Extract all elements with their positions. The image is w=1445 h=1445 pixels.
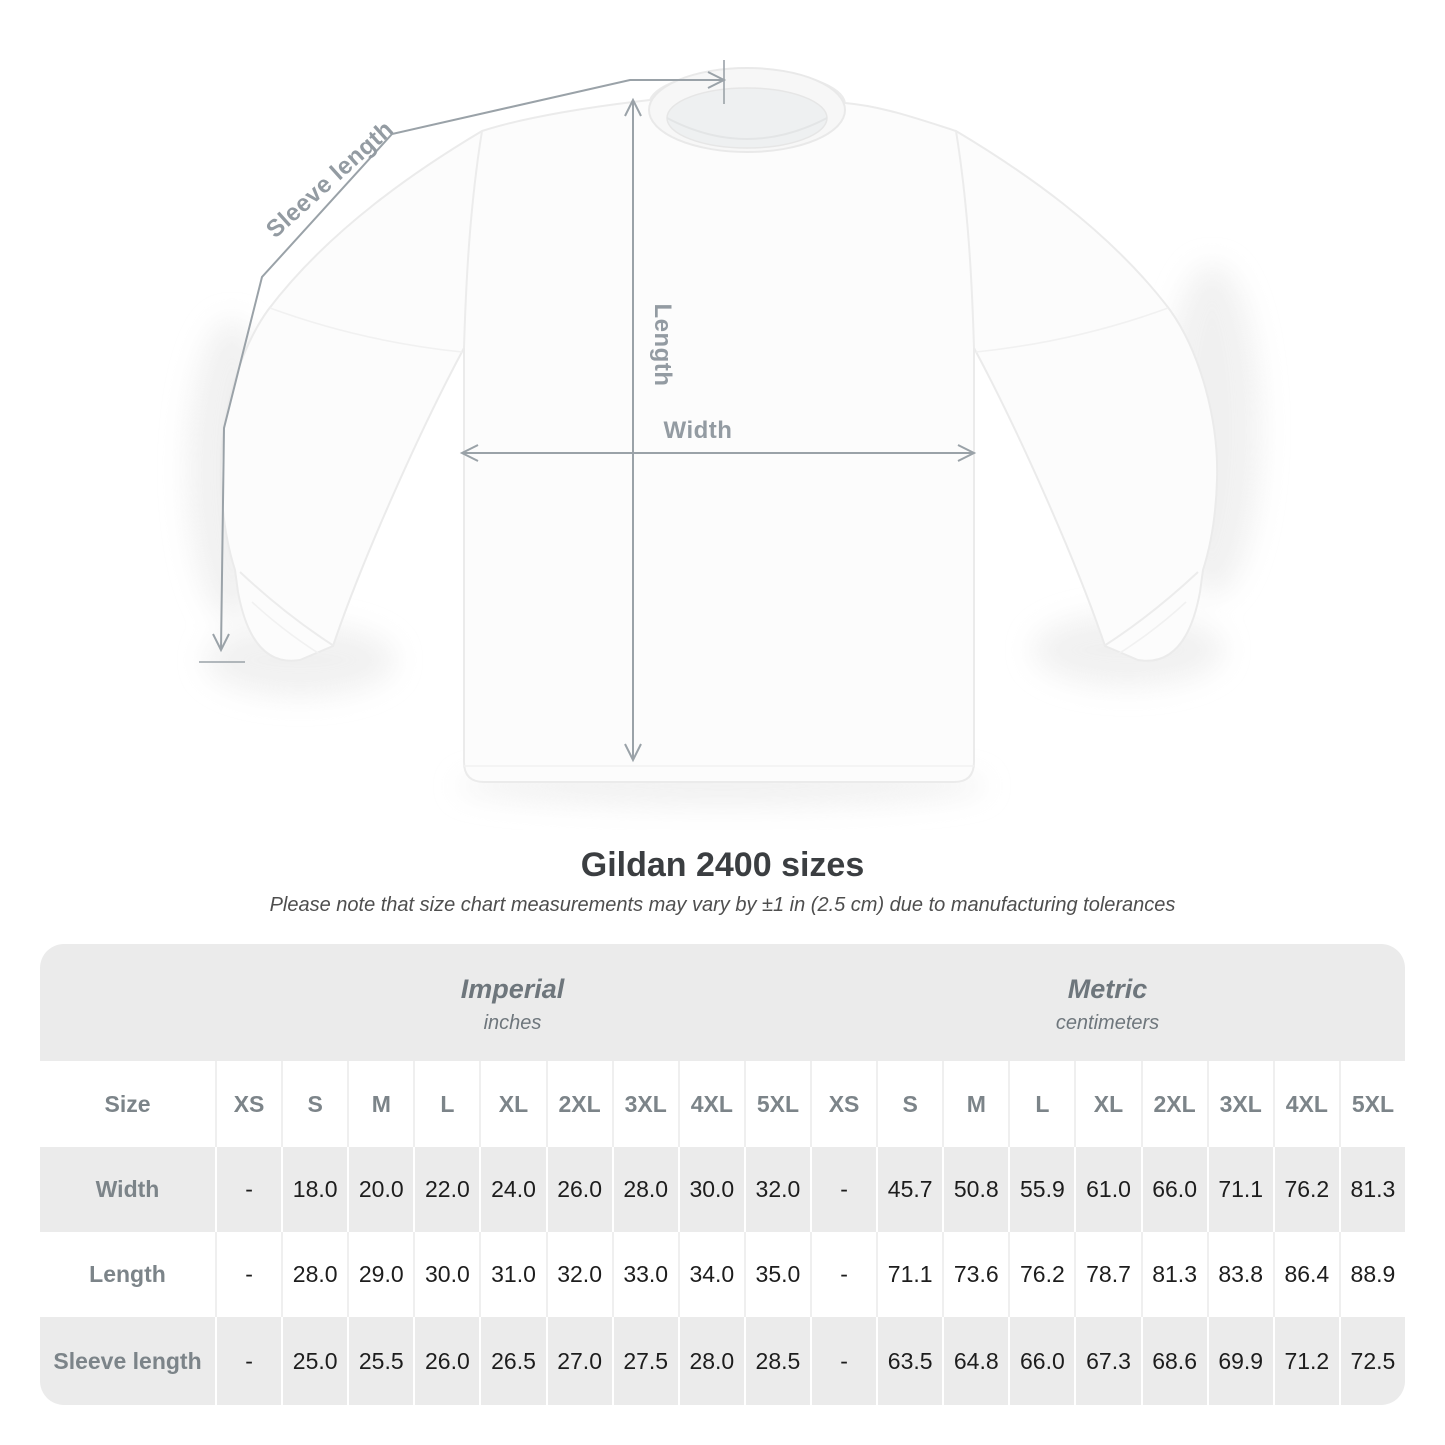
shirt-body <box>219 69 1219 783</box>
measurement-value-metric: 69.9 <box>1208 1317 1273 1405</box>
size-header-metric: M <box>944 1061 1009 1147</box>
measurement-value-imperial: - <box>217 1147 282 1232</box>
measurement-value-metric: 83.8 <box>1208 1232 1273 1317</box>
measurement-value-imperial: 28.0 <box>613 1147 678 1232</box>
measurement-grid: Size XS S M L XL 2XL 3XL 4XL 5XL XS S M L XL 2XL 3XL 4XL 5… <box>40 1061 1405 1405</box>
measurement-value-metric: 66.0 <box>1142 1147 1207 1232</box>
measurement-value-metric: 71.1 <box>878 1232 943 1317</box>
imperial-label: Imperial <box>460 974 565 1004</box>
measurement-value-imperial: 32.0 <box>547 1232 612 1317</box>
size-column-header: Size <box>40 1061 215 1147</box>
shirt-collar <box>648 67 846 153</box>
measurement-value-imperial: 35.0 <box>745 1232 810 1317</box>
page-title: Gildan 2400 sizes <box>580 846 865 884</box>
measurement-value-metric: 81.3 <box>1340 1147 1405 1232</box>
measurement-value-imperial: 27.0 <box>547 1317 612 1405</box>
size-header-imperial: S <box>283 1061 348 1147</box>
size-header-metric: S <box>878 1061 943 1147</box>
metric-unit: centimeters <box>1055 1012 1160 1034</box>
measurement-value-imperial: 24.0 <box>481 1147 546 1232</box>
measurement-value-imperial: 25.5 <box>349 1317 414 1405</box>
measurement-value-imperial: 25.0 <box>283 1317 348 1405</box>
width-label: Width <box>664 417 733 444</box>
measurement-value-imperial: 26.0 <box>415 1317 480 1405</box>
measurement-value-metric: 76.2 <box>1274 1147 1339 1232</box>
measurement-value-imperial: 30.0 <box>415 1232 480 1317</box>
measurement-value-metric: 78.7 <box>1076 1232 1141 1317</box>
unit-header-band: Imperial inches Metric centimeters <box>40 944 1405 1061</box>
size-header-metric: XL <box>1076 1061 1141 1147</box>
measurement-value-metric: 64.8 <box>944 1317 1009 1405</box>
measurement-value-imperial: 22.0 <box>415 1147 480 1232</box>
measurement-value-imperial: 28.0 <box>283 1232 348 1317</box>
size-header-imperial: 5XL <box>745 1061 810 1147</box>
unit-group-metric: Metric centimeters <box>810 944 1405 1061</box>
measurement-value-imperial: 33.0 <box>613 1232 678 1317</box>
measurement-value-metric: 86.4 <box>1274 1232 1339 1317</box>
measurement-value-imperial: 26.0 <box>547 1147 612 1232</box>
size-header-metric: 4XL <box>1274 1061 1339 1147</box>
measurement-value-metric: 88.9 <box>1340 1232 1405 1317</box>
measurement-value-imperial: 28.5 <box>745 1317 810 1405</box>
measurement-value-imperial: 32.0 <box>745 1147 810 1232</box>
imperial-unit: inches <box>483 1012 542 1034</box>
size-header-imperial: 2XL <box>547 1061 612 1147</box>
measurement-value-imperial: 26.5 <box>481 1317 546 1405</box>
width-annotation: Width <box>459 417 977 462</box>
size-header-imperial: L <box>415 1061 480 1147</box>
metric-label: Metric <box>1067 974 1148 1004</box>
measurement-value-imperial: 18.0 <box>283 1147 348 1232</box>
measurement-value-metric: 50.8 <box>944 1147 1009 1232</box>
measurement-value-metric: 55.9 <box>1010 1147 1075 1232</box>
size-header-imperial: M <box>349 1061 414 1147</box>
size-header-metric: XS <box>812 1061 877 1147</box>
measurement-value-metric: - <box>812 1232 877 1317</box>
measurement-value-metric: - <box>812 1317 877 1405</box>
measurement-value-metric: 63.5 <box>878 1317 943 1405</box>
size-chart-table: Imperial inches Metric centimeters Size X… <box>40 944 1405 1405</box>
measurement-value-imperial: 28.0 <box>679 1317 744 1405</box>
measurement-value-metric: 45.7 <box>878 1147 943 1232</box>
row-label: Length <box>40 1232 215 1317</box>
measurement-value-metric: 71.1 <box>1208 1147 1273 1232</box>
row-label: Sleeve length <box>40 1317 215 1405</box>
size-header-metric: 3XL <box>1208 1061 1273 1147</box>
size-header-imperial: 4XL <box>679 1061 744 1147</box>
measurement-value-metric: 73.6 <box>944 1232 1009 1317</box>
measurement-value-imperial: 34.0 <box>679 1232 744 1317</box>
size-header-imperial: XL <box>481 1061 546 1147</box>
measurement-value-imperial: 29.0 <box>349 1232 414 1317</box>
size-header-metric: 5XL <box>1340 1061 1405 1147</box>
shirt-illustration: Sleeve length Length Width <box>188 60 1260 806</box>
measurement-value-imperial: 27.5 <box>613 1317 678 1405</box>
measurement-value-imperial: 30.0 <box>679 1147 744 1232</box>
measurement-value-metric: 81.3 <box>1142 1232 1207 1317</box>
size-header-metric: L <box>1010 1061 1075 1147</box>
measurement-value-imperial: - <box>217 1232 282 1317</box>
measurement-value-metric: 66.0 <box>1010 1317 1075 1405</box>
measurement-value-metric: 72.5 <box>1340 1317 1405 1405</box>
size-header-imperial: XS <box>217 1061 282 1147</box>
size-header-imperial: 3XL <box>613 1061 678 1147</box>
length-annotation: Length <box>624 97 676 763</box>
measurement-value-metric: 67.3 <box>1076 1317 1141 1405</box>
measurement-value-metric: 61.0 <box>1076 1147 1141 1232</box>
measurement-value-imperial: 20.0 <box>349 1147 414 1232</box>
unit-group-imperial: Imperial inches <box>215 944 810 1061</box>
measurement-value-metric: 76.2 <box>1010 1232 1075 1317</box>
measurement-value-imperial: - <box>217 1317 282 1405</box>
measurement-value-metric: - <box>812 1147 877 1232</box>
measurement-value-metric: 68.6 <box>1142 1317 1207 1405</box>
tolerance-note: Please note that size chart measurements… <box>269 894 1176 916</box>
row-label: Width <box>40 1147 215 1232</box>
length-label: Length <box>649 304 676 387</box>
shirt-seams <box>239 130 1199 767</box>
measurement-value-metric: 71.2 <box>1274 1317 1339 1405</box>
size-header-metric: 2XL <box>1142 1061 1207 1147</box>
measurement-value-imperial: 31.0 <box>481 1232 546 1317</box>
